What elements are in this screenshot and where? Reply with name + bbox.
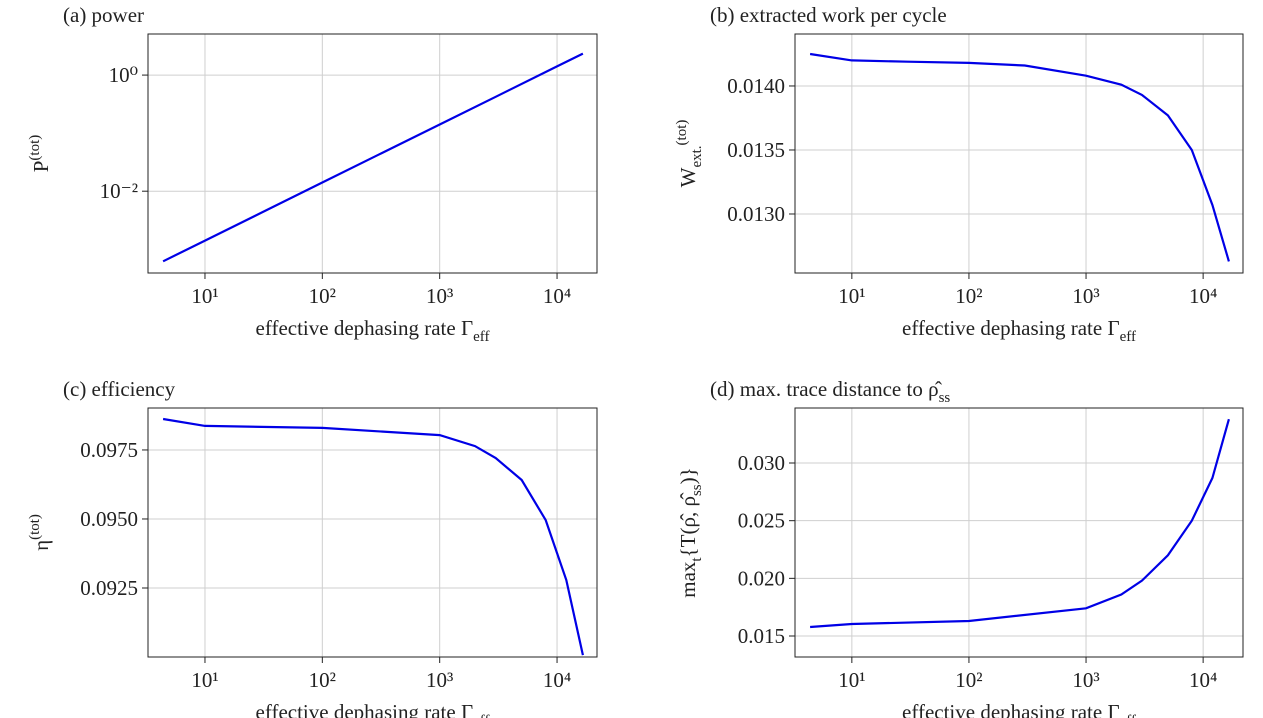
x-tick-label: 10⁴ [1189, 668, 1217, 692]
x-tick-label: 10³ [426, 668, 453, 692]
panel-title-part: ss [939, 390, 951, 406]
y-tick-label: 0.015 [738, 624, 785, 648]
x-tick-label: 10⁴ [543, 284, 571, 308]
y-tick-label: 0.0975 [80, 438, 138, 462]
y-axis-label-part: ext. [689, 145, 705, 167]
x-tick-label: 10³ [1072, 284, 1099, 308]
y-axis-label-part: (tot) [27, 514, 43, 540]
x-tick-label: 10¹ [838, 668, 865, 692]
y-axis-label-part: )} [676, 467, 700, 484]
y-tick-label: 0.0130 [727, 202, 785, 226]
x-axis-label-part: effective dephasing rate Γ [902, 700, 1120, 718]
y-tick-label: 0.0950 [80, 507, 138, 531]
y-axis-label-part: P [29, 161, 53, 173]
panel-title-part: (a) power [63, 3, 144, 27]
x-tick-label: 10³ [1072, 668, 1099, 692]
panel-title: (b) extracted work per cycle [710, 3, 947, 27]
x-axis-label-part: eff [473, 329, 489, 345]
y-axis-label: maxt{T(ρ̂, ρ̂ss)} [676, 467, 705, 597]
x-tick-label: 10¹ [191, 284, 218, 308]
x-tick-label: 10⁴ [543, 668, 571, 692]
x-axis-label-part: effective dephasing rate Γ [256, 316, 474, 340]
x-tick-label: 10² [309, 668, 336, 692]
x-axis-label: effective dephasing rate Γeff [256, 700, 490, 718]
x-tick-label: 10⁴ [1189, 284, 1217, 308]
x-tick-label: 10² [955, 284, 982, 308]
y-tick-label: 0.025 [738, 509, 785, 533]
plot-frame [147, 407, 598, 658]
x-axis-label: effective dephasing rate Γeff [902, 316, 1136, 345]
y-axis-label: η(tot) [27, 514, 53, 551]
x-tick-label: 10¹ [838, 284, 865, 308]
y-axis-label-part: ss [689, 484, 705, 496]
panel-title-part: (b) extracted work per cycle [710, 3, 947, 27]
y-axis-label-part: W [676, 167, 700, 187]
x-axis-label-part: eff [473, 713, 489, 718]
y-axis-label-part: max [676, 561, 700, 598]
y-tick-label: 0.0925 [80, 576, 138, 600]
data-line [809, 52, 1230, 262]
panel-title-part: (d) max. trace distance to ρ̂ [710, 377, 943, 401]
data-line [162, 52, 584, 263]
y-tick-label: 10⁻² [100, 179, 138, 203]
plot-frame [794, 407, 1244, 658]
data-line [810, 418, 1230, 629]
x-axis-label-part: effective dephasing rate Γ [256, 700, 474, 718]
y-axis-label-part: (tot) [27, 135, 43, 161]
plot-frame [147, 33, 598, 274]
y-tick-label: 0.0140 [727, 74, 785, 98]
y-tick-label: 0.0135 [727, 138, 785, 162]
plot-frame [794, 33, 1244, 274]
y-axis-label: P(tot) [27, 135, 53, 173]
panel-title-part: (c) efficiency [63, 377, 176, 401]
y-axis-label-part: (tot) [674, 120, 690, 146]
x-axis-label-part: eff [1120, 713, 1136, 718]
x-axis-label: effective dephasing rate Γeff [902, 700, 1136, 718]
x-tick-label: 10² [955, 668, 982, 692]
x-axis-label-part: effective dephasing rate Γ [902, 316, 1120, 340]
y-tick-label: 0.030 [738, 451, 785, 475]
x-tick-label: 10² [309, 284, 336, 308]
y-axis-label-part: {T(ρ̂, ρ̂ [676, 492, 700, 557]
x-axis-label-part: eff [1120, 329, 1136, 345]
y-tick-label: 10⁰ [109, 63, 138, 87]
x-axis-label: effective dephasing rate Γeff [256, 316, 490, 345]
panel-title: (d) max. trace distance to ρ̂ss [710, 377, 950, 406]
y-axis-label-part: η [29, 540, 53, 551]
data-line [162, 417, 584, 656]
panel-title: (c) efficiency [63, 377, 176, 401]
panel-title: (a) power [63, 3, 144, 27]
y-axis-label: Wext.(tot) [674, 120, 705, 188]
x-tick-label: 10¹ [191, 668, 218, 692]
x-tick-label: 10³ [426, 284, 453, 308]
y-tick-label: 0.020 [738, 566, 785, 590]
y-axis-label-part: t [689, 557, 705, 562]
